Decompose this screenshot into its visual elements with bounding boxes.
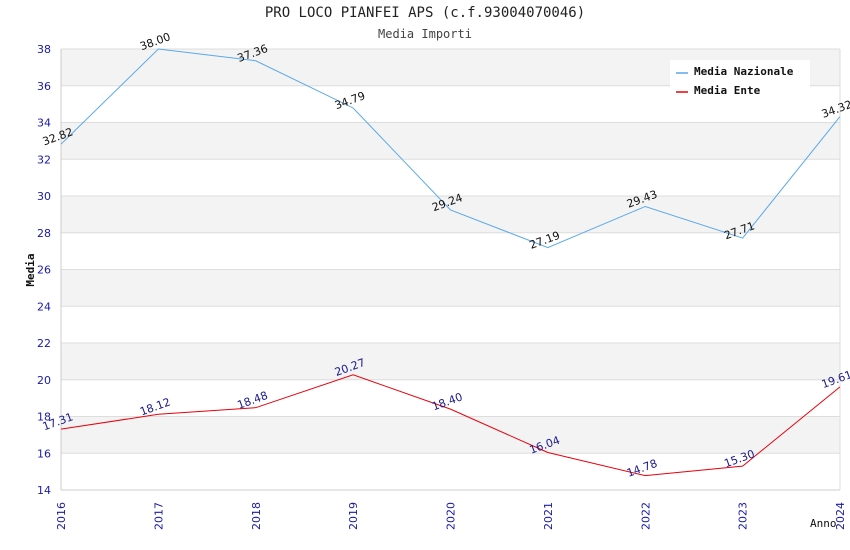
x-tick-label: 2024 — [834, 502, 847, 530]
data-label: 14.78 — [625, 457, 659, 480]
grid-band — [61, 196, 840, 233]
grid-band — [61, 122, 840, 160]
chart-subtitle: Media Importi — [378, 27, 472, 41]
x-tick-label: 2019 — [347, 502, 360, 530]
legend: Media Nazionale Media Ente — [670, 60, 810, 104]
y-tick-label: 18 — [37, 411, 51, 424]
grid-band — [61, 343, 840, 380]
y-tick-label: 14 — [37, 484, 51, 497]
x-tick-label: 2018 — [250, 502, 263, 530]
y-tick-label: 26 — [37, 264, 51, 277]
y-axis-label: Media — [24, 253, 37, 286]
grid-band — [61, 416, 840, 454]
y-tick-label: 38 — [37, 43, 51, 56]
x-tick-label: 2020 — [445, 502, 458, 530]
series-line-media-ente — [60, 374, 841, 477]
data-label: 34.32 — [820, 98, 850, 121]
legend-box — [670, 60, 810, 104]
data-label: 34.79 — [333, 89, 367, 112]
y-tick-label: 28 — [37, 227, 51, 240]
x-tick-label: 2021 — [542, 502, 555, 530]
axes — [60, 49, 841, 491]
data-label: 18.40 — [430, 390, 464, 413]
y-tick-label: 36 — [37, 80, 51, 93]
series-line-media-nazionale — [60, 48, 841, 249]
x-tick-label: 2023 — [737, 502, 750, 530]
y-tick-label: 30 — [37, 190, 51, 203]
series-lines — [60, 48, 841, 477]
y-tick-label: 34 — [37, 117, 51, 130]
y-tick-labels: 14 16 18 20 22 24 26 28 30 32 34 36 38 — [37, 43, 51, 497]
y-tick-label: 20 — [37, 374, 51, 387]
x-axis-label: Anno — [810, 517, 837, 530]
y-tick-label: 16 — [37, 447, 51, 460]
x-tick-label: 2017 — [152, 502, 165, 530]
y-tick-label: 24 — [37, 300, 51, 313]
grid-band — [61, 269, 840, 307]
y-tick-label: 32 — [37, 153, 51, 166]
x-tick-label: 2022 — [639, 502, 652, 530]
legend-label-ente: Media Ente — [694, 84, 761, 97]
legend-label-nazionale: Media Nazionale — [694, 65, 794, 78]
y-tick-label: 22 — [37, 337, 51, 350]
x-tick-labels: 2016 2017 2018 2019 2020 2021 2022 2023 2024 — [55, 502, 847, 530]
data-label: 18.48 — [236, 389, 270, 412]
grid-bands — [61, 49, 840, 454]
chart-title: PRO LOCO PIANFEI APS (c.f.93004070046) — [264, 5, 586, 21]
x-tick-label: 2016 — [55, 502, 68, 530]
